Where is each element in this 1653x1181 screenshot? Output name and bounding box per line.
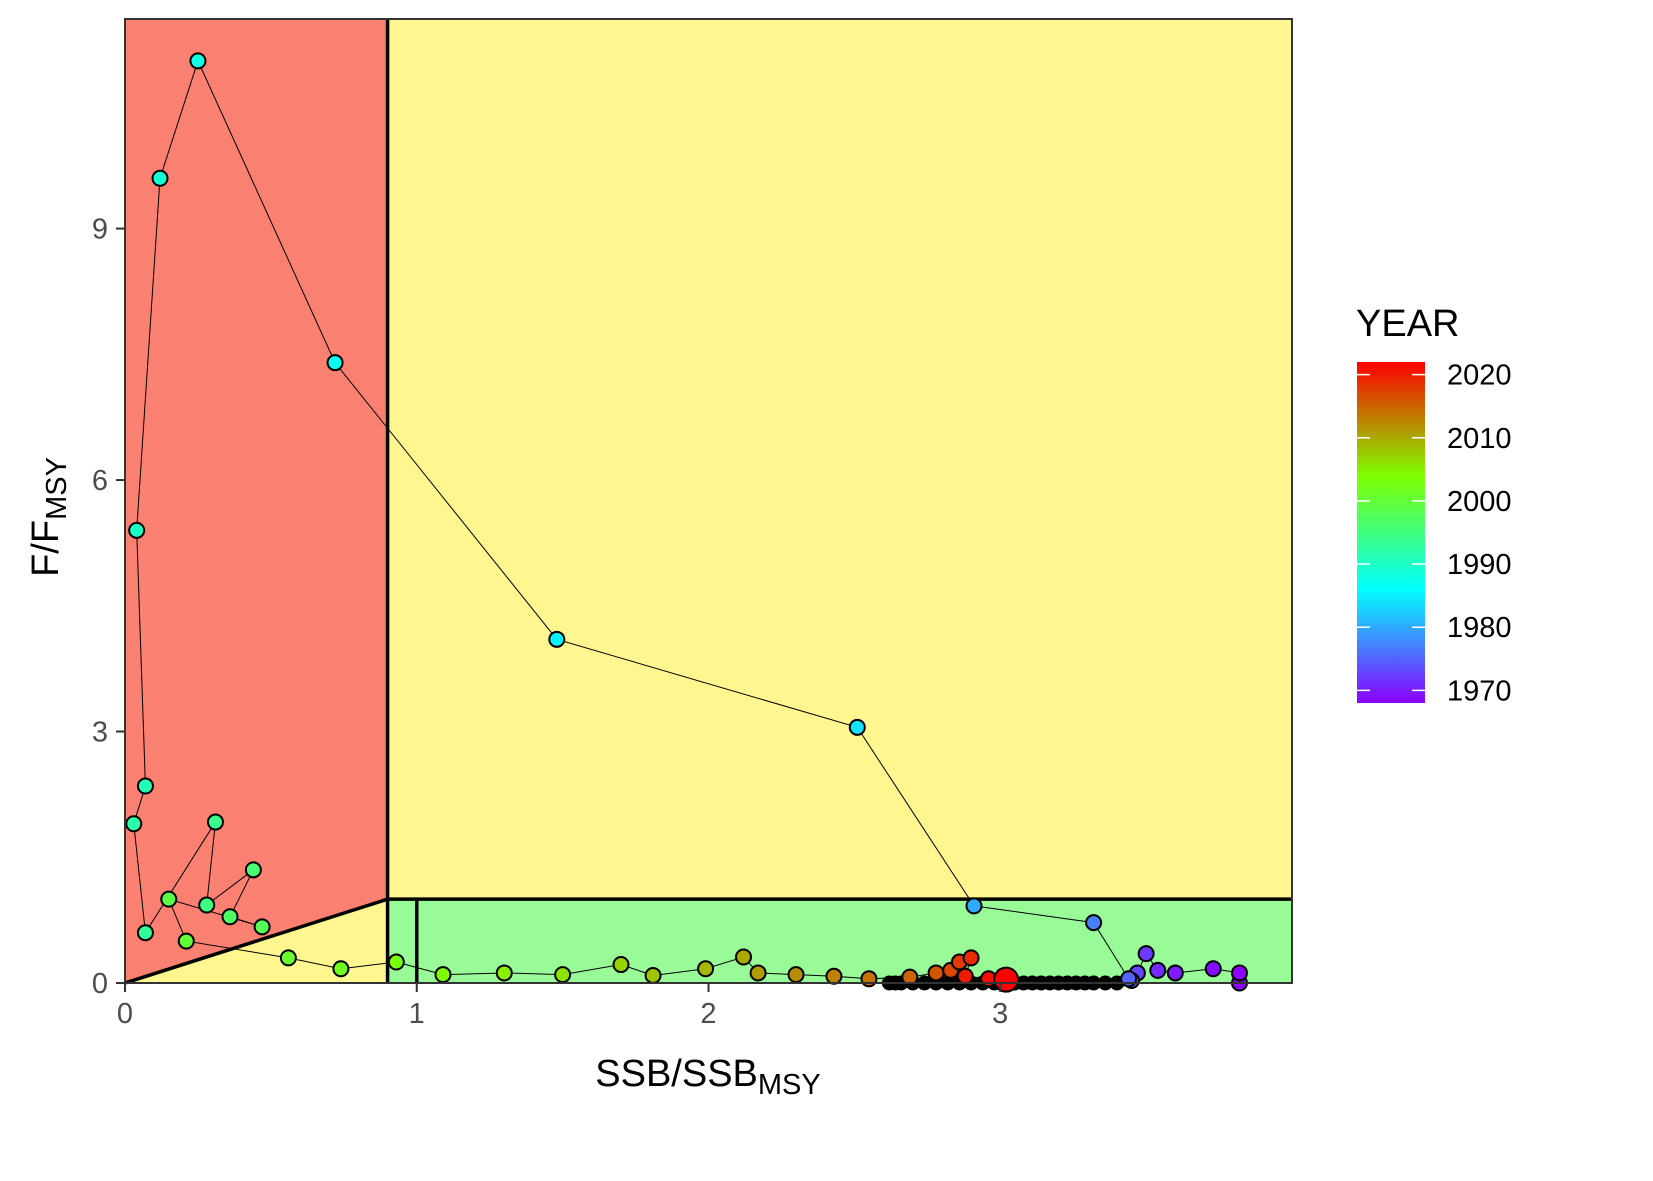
data-point — [332, 960, 350, 978]
data-point — [965, 897, 983, 915]
x-axis: 0 1 2 3 — [117, 983, 1008, 1030]
data-point — [1230, 964, 1248, 982]
data-point — [787, 966, 805, 984]
data-point — [644, 966, 662, 984]
data-point — [434, 966, 452, 984]
data-point — [177, 932, 195, 950]
caution-zone — [387, 19, 1292, 900]
x-axis-title-sub: MSY — [758, 1069, 821, 1101]
data-point — [279, 949, 297, 967]
data-point — [927, 964, 945, 982]
data-point — [1137, 945, 1155, 963]
kobe-zones — [125, 19, 1292, 983]
data-point — [206, 813, 224, 831]
y-tick-label: 6 — [92, 465, 108, 497]
x-axis-title-main: SSB/SSB — [595, 1053, 758, 1095]
data-point — [160, 890, 178, 908]
x-tick-label: 1 — [409, 998, 425, 1030]
data-point — [697, 960, 715, 978]
data-point — [548, 630, 566, 648]
data-point — [860, 970, 878, 988]
data-point — [495, 964, 513, 982]
data-point — [962, 949, 980, 967]
reference-lines — [124, 19, 1292, 985]
axes: 0 1 2 3 0 3 6 9 — [92, 214, 1008, 1030]
data-point — [221, 908, 239, 926]
data-point — [735, 948, 753, 966]
y-axis-title: F/FMSY — [25, 457, 73, 577]
data-point — [189, 52, 207, 70]
x-tick-label: 3 — [992, 998, 1008, 1030]
data-point — [1204, 960, 1222, 978]
x-tick-label: 2 — [700, 998, 716, 1030]
year-colorbar — [1357, 362, 1425, 703]
legend-ticks: 1970 1980 1990 2000 2010 2020 — [1357, 360, 1512, 707]
legend-tick-label: 2020 — [1447, 360, 1512, 392]
year-legend: YEAR 1970 1980 1990 2000 2010 2020 — [1356, 303, 1512, 707]
data-point — [1085, 914, 1103, 932]
legend-tick-label: 1970 — [1447, 675, 1512, 707]
y-tick-label: 0 — [92, 968, 108, 1000]
data-point — [136, 777, 154, 795]
harvest-control-diagonal — [124, 897, 389, 985]
data-point — [198, 896, 216, 914]
legend-tick-label: 2000 — [1447, 486, 1512, 518]
data-point — [125, 815, 143, 833]
legend-title: YEAR — [1356, 303, 1459, 345]
data-points — [125, 52, 1248, 992]
data-point — [136, 924, 154, 942]
data-point — [151, 169, 169, 187]
data-point — [128, 521, 146, 539]
data-point — [612, 956, 630, 974]
data-point — [326, 354, 344, 372]
data-point — [244, 861, 262, 879]
data-point — [848, 718, 866, 736]
legend-tick-label: 1990 — [1447, 549, 1512, 581]
data-point — [253, 918, 271, 936]
y-axis-title-sub: MSY — [41, 457, 73, 520]
legend-tick-label: 2010 — [1447, 423, 1512, 455]
current-year-point — [993, 966, 1020, 993]
x-tick-label: 0 — [117, 998, 133, 1030]
data-point — [956, 967, 974, 985]
legend-tick-label: 1980 — [1447, 612, 1512, 644]
overfished-zone — [125, 19, 388, 983]
x-axis-title: SSB/SSBMSY — [595, 1053, 820, 1101]
data-point — [825, 967, 843, 985]
y-axis: 0 3 6 9 — [92, 214, 125, 1000]
y-tick-label: 3 — [92, 717, 108, 749]
data-point — [1149, 961, 1167, 979]
y-tick-label: 9 — [92, 214, 108, 246]
y-axis-title-main: F/F — [25, 520, 67, 577]
data-point — [1120, 970, 1138, 988]
data-point — [387, 953, 405, 971]
data-point — [749, 964, 767, 982]
data-point — [554, 966, 572, 984]
data-point — [1166, 964, 1184, 982]
data-point — [901, 968, 919, 986]
